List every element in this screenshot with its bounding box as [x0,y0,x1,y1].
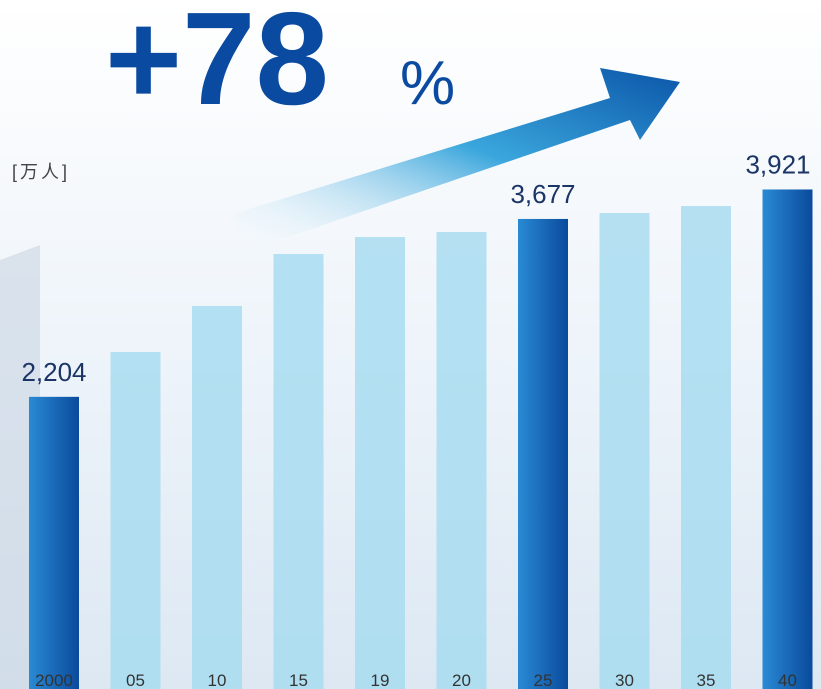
x-tick-label: 30 [615,671,634,689]
value-label: 3,921 [745,149,810,179]
bar [355,237,405,689]
bar [273,253,324,689]
bar [681,206,731,689]
x-tick-label: 10 [208,671,227,689]
unit-label: [万人] [12,162,70,182]
x-tick-label: 40 [778,671,797,689]
x-tick-label: 25 [534,671,553,689]
bar [762,189,813,689]
bar [436,231,487,689]
bar [29,396,79,689]
bar [192,306,242,689]
x-tick-label: 20 [452,671,471,689]
bar [518,218,568,689]
value-label: 2,204 [21,357,86,387]
x-tick-label: 19 [371,671,390,689]
x-tick-label: 15 [289,671,308,689]
x-tick-label: 2000 [35,671,73,689]
value-label: 3,677 [510,179,575,209]
x-tick-label: 35 [697,671,716,689]
bar [599,213,650,689]
growth-arrow [230,68,680,250]
x-tick-label: 05 [126,671,145,689]
bar [110,352,161,689]
headline: +78 [105,0,329,132]
headline-unit: % [400,49,455,118]
